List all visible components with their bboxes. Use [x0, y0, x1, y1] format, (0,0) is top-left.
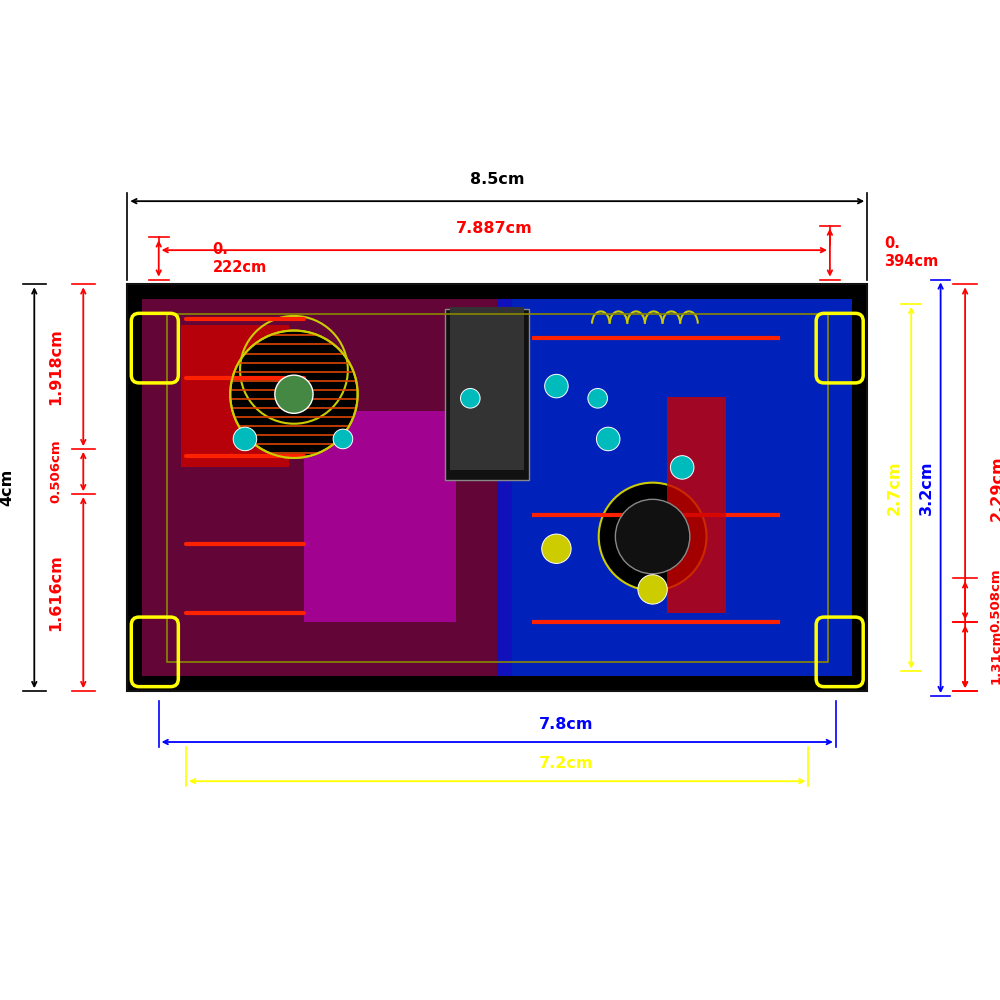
Circle shape [638, 575, 667, 604]
Circle shape [588, 388, 607, 408]
Bar [127, 284, 867, 691]
Text: 7.2cm: 7.2cm [539, 756, 593, 771]
Bar [181, 325, 289, 467]
Text: 7.8cm: 7.8cm [539, 717, 593, 732]
Text: 8.5cm: 8.5cm [470, 172, 524, 187]
Circle shape [275, 375, 313, 413]
Circle shape [461, 388, 480, 408]
Circle shape [670, 456, 694, 479]
Circle shape [542, 534, 571, 563]
Circle shape [233, 427, 257, 451]
Circle shape [599, 483, 706, 590]
Bar [167, 314, 828, 662]
Circle shape [230, 331, 358, 458]
Bar [450, 307, 524, 470]
Text: 3.2cm: 3.2cm [919, 461, 934, 515]
Text: 7.887cm: 7.887cm [456, 221, 533, 236]
Text: 0.506cm: 0.506cm [49, 440, 62, 503]
Bar [142, 299, 497, 676]
Text: 0.508cm: 0.508cm [990, 569, 1000, 632]
Bar [667, 397, 726, 613]
Text: 2.29cm: 2.29cm [990, 455, 1000, 521]
Circle shape [333, 429, 353, 449]
Bar [304, 411, 456, 622]
Circle shape [615, 499, 690, 574]
Text: 1.616cm: 1.616cm [48, 554, 63, 631]
Circle shape [545, 374, 568, 398]
Bar [445, 309, 529, 480]
Circle shape [596, 427, 620, 451]
Text: 0.
394cm: 0. 394cm [884, 236, 938, 269]
Bar [142, 299, 852, 676]
Bar [512, 299, 852, 676]
Text: 2.7cm: 2.7cm [886, 461, 901, 515]
Text: 1.31cm: 1.31cm [990, 630, 1000, 684]
Text: 1.918cm: 1.918cm [48, 328, 63, 405]
Text: 0.
222cm: 0. 222cm [213, 242, 267, 275]
Text: 4cm: 4cm [0, 469, 14, 506]
